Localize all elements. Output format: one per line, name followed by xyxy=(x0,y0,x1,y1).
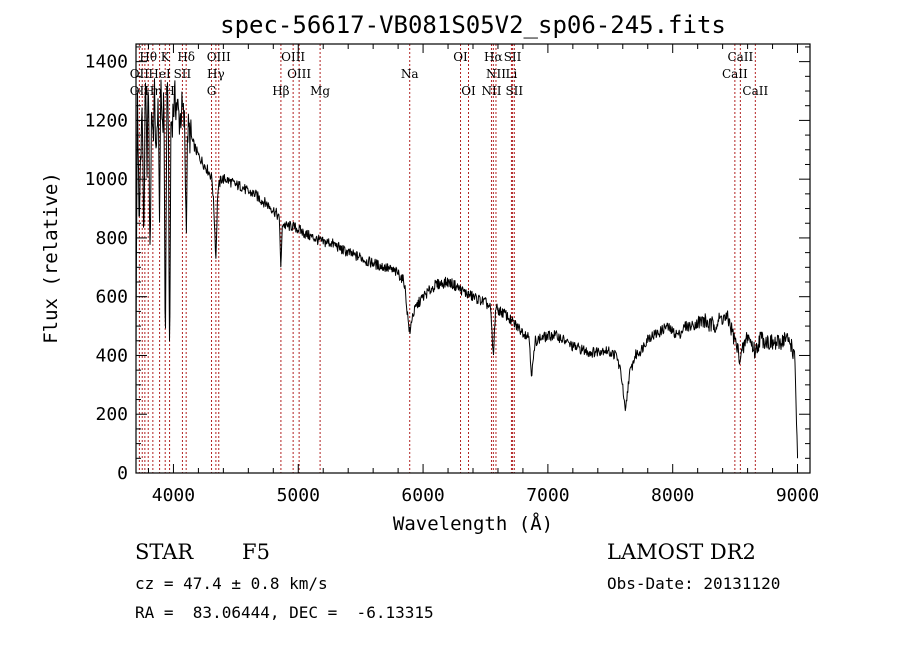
x-axis-label: Wavelength (Å) xyxy=(393,512,553,535)
obs-date: Obs-Date: 20131120 xyxy=(607,574,781,593)
line-label: OIII xyxy=(287,67,311,81)
x-tick-label: 5000 xyxy=(277,485,320,506)
object-subclass: F5 xyxy=(242,540,270,564)
line-label: G xyxy=(207,84,217,98)
x-tick-label: 4000 xyxy=(152,485,195,506)
line-label: Hθ xyxy=(139,50,157,64)
line-label: Hβ xyxy=(272,84,289,98)
y-axis: 0 200 400 600 800 1000 1200 1400 xyxy=(85,46,810,484)
survey-name: LAMOST DR2 xyxy=(607,540,756,564)
line-label: K xyxy=(161,50,171,64)
line-label: HeI xyxy=(148,67,171,81)
x-tick-label: 9000 xyxy=(776,485,819,506)
x-tick-label: 6000 xyxy=(401,485,444,506)
line-label: Hγ xyxy=(207,67,225,81)
spectrum-line xyxy=(135,78,798,459)
y-tick-label: 1200 xyxy=(85,110,128,131)
y-tick-label: 800 xyxy=(95,228,128,249)
y-tick-label: 200 xyxy=(95,404,128,425)
x-axis: 4000 5000 6000 7000 8000 9000 xyxy=(147,44,819,506)
emission-line-markers xyxy=(138,44,756,473)
y-tick-label: 1400 xyxy=(85,52,128,73)
y-tick-label: 600 xyxy=(95,287,128,308)
y-tick-label: 0 xyxy=(117,463,128,484)
redshift-text: cz = 47.4 ± 0.8 km/s xyxy=(135,574,328,593)
line-label: OI xyxy=(461,84,476,98)
line-label: SII xyxy=(504,50,522,64)
line-label: CaII xyxy=(742,84,768,98)
line-label: NII xyxy=(486,67,506,81)
line-label: CaII xyxy=(722,67,748,81)
line-label: OI xyxy=(453,50,468,64)
line-label: SII xyxy=(174,67,192,81)
object-class: STAR xyxy=(135,540,194,564)
line-label: NII xyxy=(481,84,501,98)
chart-title: spec-56617-VB081S05V2_sp06-245.fits xyxy=(220,11,726,39)
line-label: Hδ xyxy=(177,50,195,64)
spectrum-series xyxy=(135,78,798,459)
coordinates: RA = 83.06444, DEC = -6.13315 xyxy=(135,603,434,622)
line-label: Hη xyxy=(144,84,162,98)
y-tick-label: 400 xyxy=(95,345,128,366)
line-label: OIII xyxy=(207,50,231,64)
line-label: Li xyxy=(506,67,518,81)
line-label: CaII xyxy=(727,50,753,64)
line-label: OII xyxy=(130,67,150,81)
line-label: Na xyxy=(401,67,419,81)
line-label: H xyxy=(164,84,174,98)
x-tick-label: 8000 xyxy=(651,485,694,506)
x-tick-label: 7000 xyxy=(526,485,569,506)
y-tick-label: 1000 xyxy=(85,169,128,190)
line-label: Mg xyxy=(310,84,330,98)
plot-frame xyxy=(135,43,811,474)
y-axis-label: Flux (relative) xyxy=(40,172,62,344)
line-label: Hα xyxy=(484,50,503,64)
line-label: SII xyxy=(505,84,523,98)
line-label: OIII xyxy=(281,50,305,64)
